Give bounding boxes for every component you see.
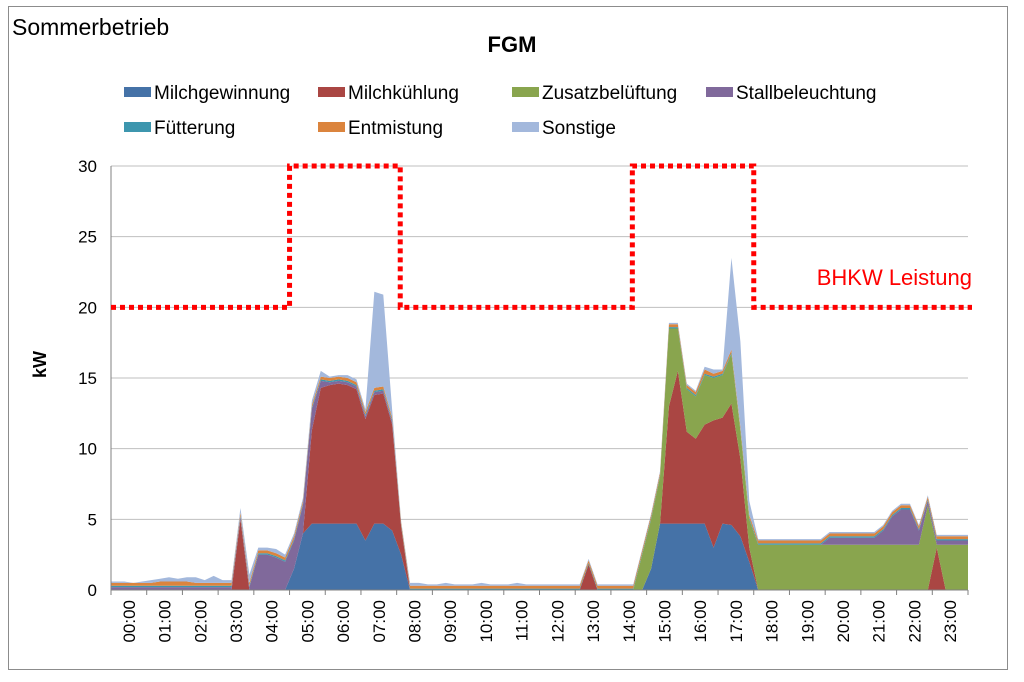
legend-item-fuetterung: Fütterung [124, 118, 235, 140]
x-tick-label: 07:00 [370, 600, 389, 643]
legend-swatch [318, 122, 345, 132]
legend-item-entmistung: Entmistung [318, 118, 443, 140]
x-tick-label: 05:00 [298, 600, 317, 643]
legend-item-milchkuehlung: Milchkühlung [318, 83, 459, 105]
legend-swatch [512, 87, 539, 97]
x-tick-label: 04:00 [263, 600, 282, 643]
x-tick-label: 17:00 [727, 600, 746, 643]
y-tick-label: 30 [78, 157, 97, 176]
legend-item-stallbeleuchtung: Stallbeleuchtung [706, 83, 877, 105]
x-tick-label: 03:00 [227, 600, 246, 643]
chart-frame [8, 6, 1008, 670]
x-tick-label: 00:00 [120, 600, 139, 643]
area-series-2 [111, 328, 968, 590]
x-tick-label: 10:00 [477, 600, 496, 643]
x-tick-label: 13:00 [584, 600, 603, 643]
x-tick-label: 09:00 [441, 600, 460, 643]
bhkw-reference-line [111, 163, 972, 310]
legend-label: Fütterung [154, 118, 236, 139]
x-tick-label: 18:00 [763, 600, 782, 643]
legend-item-zusatzbelueftung: Zusatzbelüftung [512, 83, 677, 105]
chart-title: FGM [487, 32, 537, 57]
x-tick-label: 11:00 [513, 600, 532, 641]
legend-swatch [706, 87, 733, 97]
y-tick-label: 10 [78, 440, 97, 459]
x-tick-label: 08:00 [406, 600, 425, 643]
legend-label: Sonstige [542, 118, 616, 139]
x-tick-label: 23:00 [941, 600, 960, 643]
legend-label: Zusatzbelüftung [542, 83, 678, 104]
y-tick-label: 15 [78, 369, 97, 388]
x-tick-label: 19:00 [798, 600, 817, 643]
y-tick-label: 0 [88, 581, 97, 600]
legend-swatch [124, 87, 151, 97]
legend-item-sonstige: Sonstige [512, 118, 616, 140]
x-tick-label: 02:00 [191, 600, 210, 643]
y-tick-label: 20 [78, 298, 97, 317]
x-tick-label: 16:00 [691, 600, 710, 643]
legend-label: Stallbeleuchtung [736, 83, 877, 104]
area-series-1 [111, 370, 968, 590]
x-tick-label: 22:00 [905, 600, 924, 643]
legend-swatch [318, 87, 345, 97]
area-series-0 [111, 523, 968, 590]
legend-swatch [124, 122, 151, 132]
x-tick-label: 14:00 [620, 600, 639, 643]
y-tick-label: 25 [78, 228, 97, 247]
legend-label: Milchgewinnung [154, 83, 291, 104]
x-tick-label: 12:00 [548, 600, 567, 643]
legend-label: Entmistung [348, 118, 444, 139]
x-tick-label: 20:00 [834, 600, 853, 643]
y-tick-label: 5 [88, 510, 97, 529]
legend-swatch [512, 122, 539, 132]
x-tick-label: 01:00 [156, 600, 175, 643]
corner-label: Sommerbetrieb [12, 14, 170, 40]
x-tick-label: 21:00 [870, 600, 889, 643]
x-tick-label: 15:00 [655, 600, 674, 643]
legend-item-milchgewinnung: Milchgewinnung [124, 83, 290, 105]
x-tick-label: 06:00 [334, 600, 353, 643]
legend-label: Milchkühlung [348, 83, 459, 104]
bhkw-reference-label: BHKW Leistung [817, 265, 972, 290]
